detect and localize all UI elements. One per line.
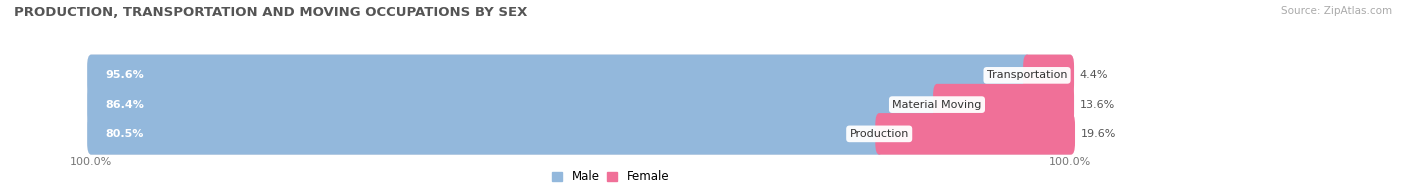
Text: 19.6%: 19.6% (1081, 129, 1116, 139)
Text: Transportation: Transportation (987, 70, 1067, 80)
FancyBboxPatch shape (87, 55, 1074, 96)
FancyBboxPatch shape (934, 84, 1074, 125)
FancyBboxPatch shape (87, 113, 1074, 155)
FancyBboxPatch shape (87, 84, 941, 125)
Text: PRODUCTION, TRANSPORTATION AND MOVING OCCUPATIONS BY SEX: PRODUCTION, TRANSPORTATION AND MOVING OC… (14, 6, 527, 19)
Text: 13.6%: 13.6% (1080, 100, 1115, 110)
Text: 95.6%: 95.6% (105, 70, 145, 80)
Text: Production: Production (849, 129, 908, 139)
Text: Source: ZipAtlas.com: Source: ZipAtlas.com (1281, 6, 1392, 16)
Text: 4.4%: 4.4% (1080, 70, 1108, 80)
FancyBboxPatch shape (87, 55, 1031, 96)
FancyBboxPatch shape (87, 113, 883, 155)
Legend: Male, Female: Male, Female (547, 166, 673, 188)
FancyBboxPatch shape (1024, 55, 1074, 96)
Text: Material Moving: Material Moving (893, 100, 981, 110)
FancyBboxPatch shape (87, 84, 1074, 125)
FancyBboxPatch shape (876, 113, 1076, 155)
Text: 86.4%: 86.4% (105, 100, 145, 110)
Text: 80.5%: 80.5% (105, 129, 145, 139)
